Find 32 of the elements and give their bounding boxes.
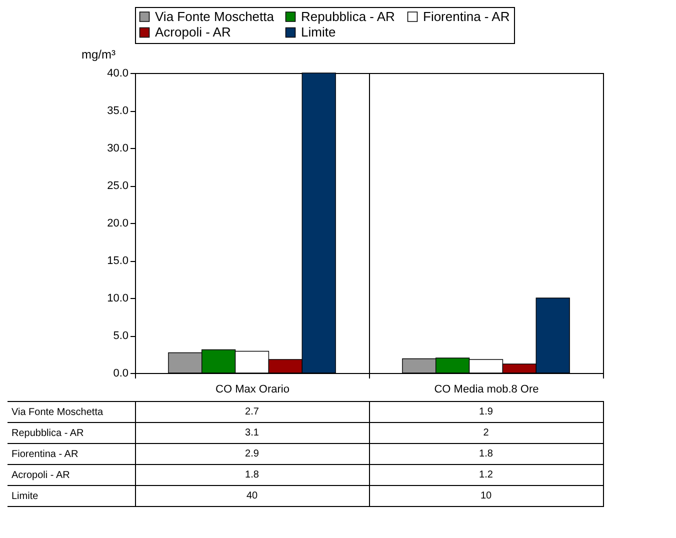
data-label: 2.9 (245, 448, 260, 460)
x-tick-label: CO Media mob.8 Ore (434, 384, 539, 396)
legend-label: Repubblica - AR (301, 8, 395, 24)
data-label: 1.8 (479, 448, 494, 460)
data-label: 2 (483, 428, 490, 438)
legend-label: Via Fonte Moschetta (155, 8, 275, 24)
data-label: 10 (480, 490, 492, 502)
text: Fiorentina - AR (12, 449, 78, 460)
data-label: 2.7 (245, 406, 260, 418)
data-label: 1.9 (479, 406, 494, 418)
y-tick-label: 40.0 (107, 68, 128, 80)
legend-label: Fiorentina - AR (423, 8, 510, 24)
y-tick-label: 15.0 (107, 255, 128, 267)
text: Repubblica - AR (12, 428, 84, 439)
y-tick-label: 30.0 (107, 142, 128, 154)
text: Acropoli - AR (12, 470, 70, 481)
legend-label: Limite (301, 24, 336, 40)
text: Limite (12, 491, 38, 502)
x-tick-label: CO Max Orario (216, 384, 290, 396)
text: Via Fonte Moschetta (12, 407, 104, 418)
data-label: 40 (246, 490, 258, 502)
y-tick-label: 25.0 (107, 180, 128, 192)
y-tick-label: 5.0 (113, 330, 128, 342)
y-tick-label: 0.0 (113, 368, 128, 380)
y-axis-title: mg/m³ (82, 48, 116, 62)
y-tick-label: 35.0 (107, 105, 128, 117)
legend-label: Acropoli - AR (155, 24, 231, 40)
y-tick-label: 20.0 (107, 218, 128, 230)
data-label: 1.8 (245, 470, 260, 480)
data-label: 1.2 (479, 470, 494, 480)
y-tick-label: 10.0 (107, 292, 128, 304)
data-label: 3.1 (245, 428, 260, 438)
